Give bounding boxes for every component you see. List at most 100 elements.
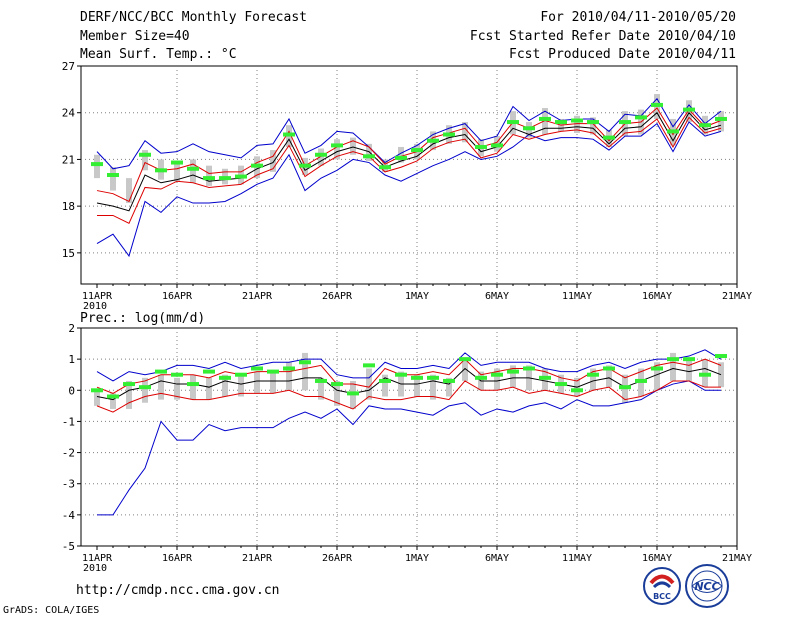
observed-marker [411, 375, 423, 380]
observed-marker [715, 116, 727, 121]
min-line [97, 380, 721, 516]
mean-line [96, 367, 722, 401]
ensemble-box [142, 150, 148, 171]
forecast-started-date: Fcst Started Refer Date 2010/04/10 [469, 29, 736, 44]
ensemble-box [606, 365, 612, 388]
observed-marker [187, 166, 199, 171]
ensemble-box [190, 374, 196, 400]
x-tick-label: 26APR [322, 553, 353, 564]
observed-marker [475, 375, 487, 380]
x-year-label: 2010 [83, 301, 107, 312]
observed-marker [155, 369, 167, 374]
observed-marker [667, 357, 679, 362]
observed-marker [587, 372, 599, 377]
x-tick-label: 21APR [242, 291, 273, 302]
observed-marker [315, 152, 327, 157]
observed-marker [651, 366, 663, 371]
observed-marker [251, 163, 263, 168]
x-tick-label: 11MAY [562, 553, 592, 564]
ensemble-box [126, 178, 132, 204]
observed-marker [219, 375, 231, 380]
observed-marker [667, 129, 679, 134]
observed-marker [619, 385, 631, 390]
source-url[interactable]: http://cmdp.ncc.cma.gov.cn [76, 583, 280, 598]
ensemble-box [270, 150, 276, 172]
x-tick-label: 11MAY [562, 291, 592, 302]
y-tick-label: -1 [62, 415, 75, 428]
mean-line [96, 111, 722, 212]
observed-marker [91, 162, 103, 167]
observed-marker [395, 372, 407, 377]
observed-marker [507, 369, 519, 374]
ensemble-box [366, 143, 372, 161]
observed-marker [331, 143, 343, 148]
x-tick-label: 6MAY [485, 291, 509, 302]
forecast-produced-date: Fcst Produced Date 2010/04/11 [509, 47, 736, 62]
variable-label: Mean Surf. Temp.: °C [80, 47, 237, 62]
observed-marker [283, 366, 295, 371]
ensemble-box [206, 377, 212, 400]
observed-marker [363, 363, 375, 368]
ensemble-box [542, 108, 548, 135]
ensemble-box [654, 362, 660, 391]
precipitation-panel: -5 -4 -3 -2 -1 0 1 2 11APR 16APR 21APR 26APR 1MAY 6MA… [62, 311, 752, 574]
x-tick-label: 16MAY [642, 291, 672, 302]
observed-marker [235, 174, 247, 179]
min-line [96, 97, 722, 170]
observed-marker [379, 378, 391, 383]
observed-marker [715, 354, 727, 359]
observed-marker [219, 176, 231, 181]
bcc-logo: BCC [643, 567, 681, 605]
ensemble-box [142, 377, 148, 403]
ensemble-box [222, 374, 228, 397]
observed-marker [347, 391, 359, 396]
x-tick-label: 11APR [82, 553, 113, 564]
y-tick-label: 2 [68, 322, 75, 335]
x-tick-label: 16APR [162, 553, 193, 564]
observed-marker [427, 138, 439, 143]
observed-marker [571, 118, 583, 123]
observed-marker [523, 366, 535, 371]
observed-marker [107, 173, 119, 177]
x-tick-label: 11APR [82, 291, 113, 302]
observed-marker [395, 155, 407, 160]
observed-marker [587, 120, 599, 125]
observed-marker [331, 382, 343, 387]
observed-marker [635, 378, 647, 383]
x-year-label: 2010 [83, 563, 107, 574]
y-tick-label: -3 [62, 478, 75, 491]
ensemble-box [494, 368, 500, 391]
y-tick-label: 21 [62, 153, 75, 166]
ensemble-box [158, 374, 164, 400]
ensemble-box [94, 390, 100, 406]
observed-marker [427, 375, 439, 380]
observed-marker [491, 143, 503, 148]
ensemble-box [110, 167, 116, 191]
observed-marker [459, 357, 471, 362]
ensemble-box [446, 377, 452, 397]
ensemble-box [206, 165, 212, 186]
ncc-logo: NCC [685, 564, 729, 608]
member-size-label: Member Size=40 [80, 29, 190, 44]
observed-marker [651, 102, 663, 107]
x-tick-label: 16APR [162, 291, 193, 302]
observed-marker [187, 382, 199, 387]
ensemble-box [462, 359, 468, 381]
y-tick-label: -4 [62, 509, 76, 522]
temperature-panel: 15 18 21 24 27 11APR 16APR 21APR 26APR 1MAY 6MAY 11… [62, 60, 752, 312]
observed-marker [443, 378, 455, 383]
y-tick-label: 18 [62, 200, 75, 213]
observed-marker [251, 366, 263, 371]
observed-marker [635, 115, 647, 120]
observed-marker [91, 388, 103, 393]
ensemble-box [462, 122, 468, 143]
observed-marker [555, 382, 567, 387]
observed-marker [315, 378, 327, 383]
y-tick-label: -2 [62, 447, 75, 460]
x-tick-label: 21MAY [722, 553, 752, 564]
ensemble-box [174, 162, 180, 182]
observed-marker [603, 366, 615, 371]
lower-band-line [97, 116, 722, 224]
